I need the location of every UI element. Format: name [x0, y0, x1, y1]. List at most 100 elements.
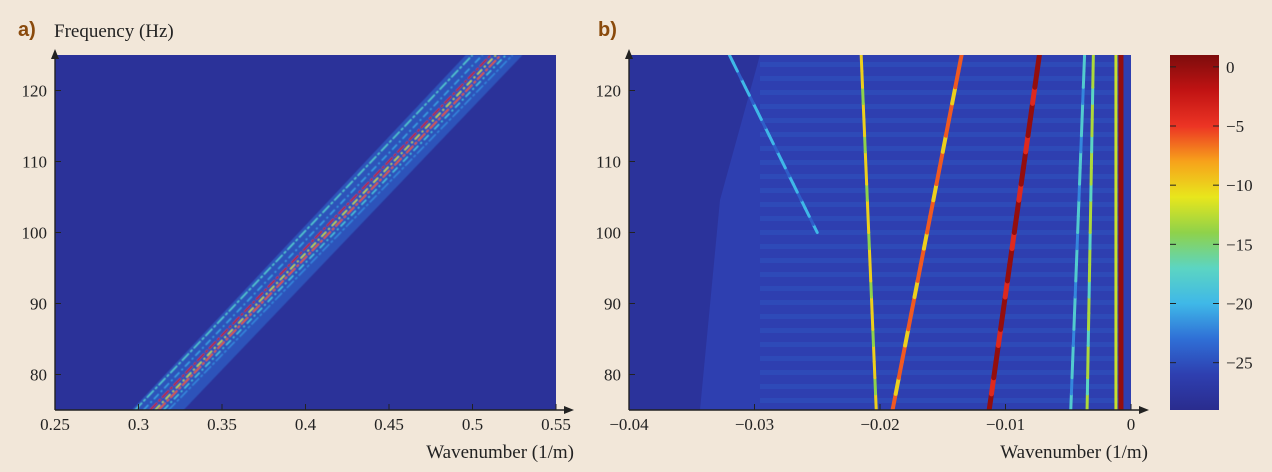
- ridge-segment: [1018, 165, 1026, 187]
- ridge-segment: [763, 126, 771, 138]
- ridge-segment: [874, 392, 878, 410]
- background-streak: [760, 356, 1120, 361]
- ridge-segment: [1030, 84, 1038, 106]
- ridge-segment: [909, 295, 917, 316]
- ridge-segment: [866, 214, 871, 234]
- ridge-line: [154, 55, 497, 410]
- ridge-line: [134, 55, 474, 410]
- ridge-segment: [1081, 85, 1085, 105]
- ridge-segment: [890, 391, 898, 410]
- y-tick-label: 90: [30, 295, 47, 314]
- panel-b-axes: −0.04 −0.03 −0.02 −0.01 0 80 90 100 110 120: [596, 49, 1149, 434]
- ridge-segment: [953, 69, 961, 90]
- background-streak: [760, 314, 1120, 319]
- ridge-segment: [896, 359, 904, 380]
- x-axis-arrow: [564, 406, 574, 414]
- ridge-segment: [1011, 213, 1020, 235]
- background-streak: [760, 328, 1120, 333]
- x-tick-label: 0.5: [462, 415, 483, 434]
- colorbar-ticks: 0 −5 −10 −15 −20 −25: [1170, 58, 1253, 373]
- y-tick-label: 80: [30, 366, 47, 385]
- background-streak: [760, 132, 1120, 137]
- ridge-segment: [727, 55, 735, 65]
- ridge-segment: [1002, 278, 1010, 300]
- ridge-segment: [775, 150, 783, 162]
- background-streak: [760, 272, 1120, 277]
- ridge-segment: [1081, 69, 1086, 89]
- ridge-segment: [995, 326, 1004, 348]
- colorbar-tick-label: 0: [1226, 58, 1235, 77]
- ridge-segment: [735, 69, 743, 81]
- ridge-segment: [1080, 101, 1085, 122]
- ridge-segment: [1034, 55, 1042, 74]
- ridge-line: [149, 55, 492, 410]
- ridge-segment: [1074, 247, 1079, 267]
- ridge-segment: [868, 263, 873, 283]
- background-streak: [760, 300, 1120, 305]
- colorbar-tick-label: −15: [1226, 235, 1253, 254]
- ridge-segment: [1014, 197, 1022, 219]
- ridge-segment: [787, 174, 795, 186]
- ridge-segment: [893, 375, 901, 396]
- y-axis-arrow: [51, 49, 59, 59]
- panel-a-xlabel: Wavenumber (1/m): [426, 442, 574, 463]
- background-dark-region: [629, 55, 760, 410]
- ridge-segment: [1071, 327, 1076, 347]
- ridge-segment: [1079, 118, 1084, 138]
- colorbar-tick-label: −25: [1226, 354, 1253, 373]
- x-tick-label: 0.35: [207, 415, 237, 434]
- ridge-halo: [131, 55, 523, 410]
- x-tick-label: 0.3: [128, 415, 149, 434]
- ridge-segment: [863, 150, 868, 170]
- ridge-segment: [918, 246, 926, 267]
- ridge-segment: [1072, 311, 1077, 331]
- ridge-segment: [747, 93, 755, 105]
- colorbar-tick-label: −10: [1226, 176, 1253, 195]
- background-streak: [760, 174, 1120, 179]
- ridge-segment: [739, 77, 747, 89]
- x-tick-label: −0.02: [860, 415, 899, 434]
- ridge-segment: [1073, 279, 1078, 299]
- ridge-segment: [783, 166, 791, 178]
- ridge-segment: [903, 327, 911, 348]
- background-streak: [760, 118, 1120, 123]
- ridge-segment: [1073, 295, 1077, 315]
- ridge-segment: [795, 190, 803, 202]
- ridge-segment: [861, 85, 865, 105]
- colorbar-tick-label: −5: [1226, 117, 1244, 136]
- ridge-segment: [1071, 343, 1075, 364]
- ridge-segment: [934, 165, 942, 187]
- ridge-segment: [803, 206, 811, 218]
- ridge-segment: [988, 375, 997, 397]
- background-streak: [760, 146, 1120, 151]
- background-streak: [760, 90, 1120, 95]
- x-axis-arrow: [1139, 406, 1149, 414]
- y-tick-label: 120: [22, 82, 48, 101]
- ridge-segment: [791, 182, 799, 194]
- ridge-segment: [767, 134, 775, 146]
- ridge-segment: [864, 166, 869, 186]
- ridge-segment: [1032, 68, 1040, 90]
- ridge-segment: [869, 295, 874, 315]
- ridge-segment: [865, 182, 869, 202]
- ridge-segment: [869, 279, 873, 299]
- background-streak: [760, 258, 1120, 263]
- panel-b-label: b): [598, 19, 617, 41]
- ridge-segment: [899, 343, 908, 364]
- ridge-segment: [755, 109, 763, 122]
- ridge-segment: [943, 117, 952, 138]
- ridge-segment: [872, 360, 877, 380]
- ridge-segment: [1009, 230, 1017, 252]
- x-tick-label: 0.45: [374, 415, 404, 434]
- y-tick-label: 110: [22, 153, 47, 172]
- ridge-segment: [807, 214, 815, 226]
- background-streak: [760, 342, 1120, 347]
- x-tick-label: 0.25: [40, 415, 70, 434]
- panel-a-ylabel: Frequency (Hz): [54, 21, 174, 42]
- ridge-segment: [986, 391, 994, 410]
- ridge-segment: [799, 198, 807, 210]
- ridge-segment: [937, 149, 945, 170]
- ridge-segment: [950, 85, 958, 106]
- ridge-segment: [1020, 149, 1029, 171]
